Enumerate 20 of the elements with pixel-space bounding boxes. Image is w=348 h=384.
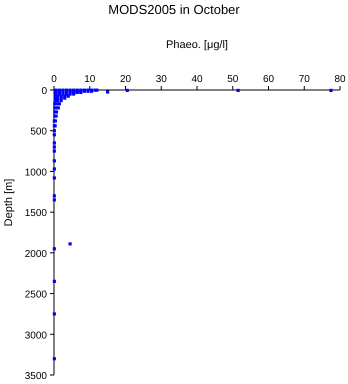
y-tick-label: 3500 bbox=[24, 371, 48, 382]
chart-title: MODS2005 in October bbox=[108, 2, 240, 17]
x-tick-label: 80 bbox=[334, 74, 346, 85]
x-tick-label: 20 bbox=[120, 74, 132, 85]
x-axis-title: Phaeo. [μg/l] bbox=[166, 39, 228, 51]
y-tick-label: 0 bbox=[41, 86, 48, 97]
x-tick-label: 30 bbox=[156, 74, 168, 85]
y-tick-label: 2000 bbox=[24, 248, 48, 260]
y-tick-label: 3000 bbox=[24, 330, 48, 342]
y-tick-label: 1000 bbox=[24, 167, 48, 178]
y-tick-label: 500 bbox=[30, 126, 48, 138]
x-tick-label: 70 bbox=[298, 74, 310, 85]
x-tick-label: 10 bbox=[84, 74, 96, 85]
y-axis-title: Depth [m] bbox=[3, 178, 15, 226]
x-tick-label: 50 bbox=[227, 74, 239, 85]
x-tick-label: 40 bbox=[191, 74, 203, 85]
y-tick-label: 2500 bbox=[24, 290, 48, 301]
x-tick-label: 60 bbox=[262, 74, 274, 85]
y-tick-label: 1500 bbox=[24, 208, 48, 220]
x-tick-label: 0 bbox=[51, 74, 58, 85]
